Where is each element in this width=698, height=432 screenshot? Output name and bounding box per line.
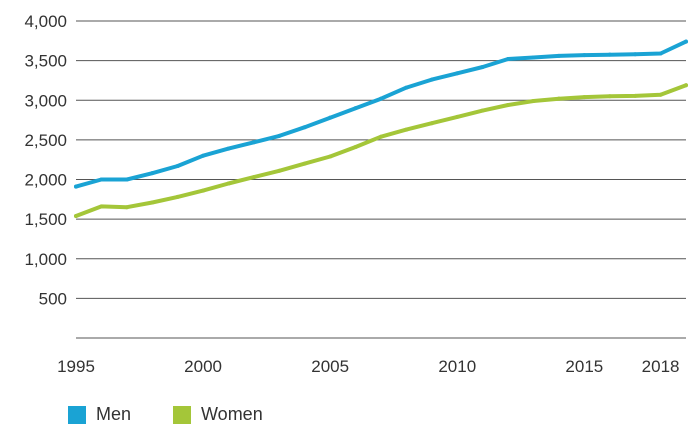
data-point-women [658, 92, 663, 97]
data-point-women [506, 103, 511, 108]
data-point-men [684, 39, 688, 44]
data-point-women [226, 181, 231, 186]
data-point-men [302, 125, 307, 130]
legend-swatch-women [173, 405, 192, 424]
data-point-men [175, 164, 180, 169]
data-point-men [582, 53, 587, 58]
legend: Men Women [68, 404, 305, 425]
data-point-men [480, 64, 485, 69]
data-point-women [251, 175, 256, 180]
legend-label-women: Women [201, 404, 263, 424]
legend-item-men: Men [68, 404, 131, 425]
data-point-women [201, 188, 206, 193]
data-point-men [353, 106, 358, 111]
data-point-women [74, 213, 78, 218]
data-point-men [379, 96, 383, 101]
data-point-women [531, 99, 536, 104]
data-point-men [328, 115, 333, 120]
data-point-men [74, 184, 78, 189]
y-axis-tick-labels: 500 1,000 1,500 2,000 2,500 3,000 3,500 4,000 [24, 12, 67, 308]
data-point-women [328, 154, 333, 159]
data-point-women [633, 93, 638, 98]
data-point-men [506, 57, 511, 62]
data-point-men [429, 77, 434, 82]
data-point-women [99, 204, 104, 209]
series-lines [74, 39, 688, 218]
data-point-men [99, 177, 104, 182]
data-point-women [684, 83, 688, 88]
line-chart: 500 1,000 1,500 2,000 2,500 3,000 3,500 4,000 1… [24, 12, 688, 376]
legend-label-men: Men [96, 404, 132, 424]
data-point-women [480, 108, 485, 113]
y-tick-label: 4,000 [24, 12, 67, 31]
data-point-men [201, 153, 206, 158]
x-tick-label: 2018 [642, 357, 680, 376]
data-point-women [277, 168, 282, 173]
data-point-men [633, 52, 638, 57]
series-line-women [74, 83, 688, 218]
data-point-women [582, 95, 587, 100]
data-point-women [150, 200, 155, 205]
y-tick-label: 3,500 [24, 52, 67, 71]
data-point-women [353, 145, 358, 150]
y-tick-label: 1,500 [24, 210, 67, 229]
x-tick-label: 2010 [438, 357, 476, 376]
data-point-women [455, 114, 460, 119]
x-tick-label: 2005 [311, 357, 349, 376]
y-tick-label: 1,000 [24, 250, 67, 269]
data-point-women [404, 127, 409, 132]
legend-swatch-men [68, 405, 86, 424]
data-point-men [607, 52, 612, 57]
legend-item-women: Women [173, 404, 263, 425]
data-point-men [150, 171, 155, 176]
x-tick-label: 2015 [565, 357, 603, 376]
data-point-women [379, 134, 383, 139]
y-tick-label: 2,500 [24, 131, 67, 150]
y-tick-label: 500 [39, 289, 67, 308]
data-point-women [124, 205, 129, 210]
data-point-women [429, 121, 434, 126]
data-point-women [607, 94, 612, 99]
data-point-women [556, 96, 561, 101]
data-point-men [455, 71, 460, 76]
data-point-men [404, 85, 409, 90]
data-point-men [124, 177, 129, 182]
x-tick-label: 2000 [184, 357, 222, 376]
x-tick-label: 1995 [57, 357, 95, 376]
data-point-men [531, 55, 536, 60]
gridlines [76, 20, 686, 339]
data-point-men [658, 51, 663, 56]
x-axis-tick-labels: 1995 2000 2005 2010 2015 2018 [57, 357, 679, 376]
data-point-men [277, 133, 282, 138]
y-tick-label: 3,000 [24, 91, 67, 110]
y-tick-label: 2,000 [24, 171, 67, 190]
series-line-men [74, 39, 688, 189]
data-point-men [556, 53, 561, 58]
data-point-men [251, 140, 256, 145]
data-point-women [175, 194, 180, 199]
data-point-men [226, 146, 231, 151]
data-point-women [302, 161, 307, 166]
